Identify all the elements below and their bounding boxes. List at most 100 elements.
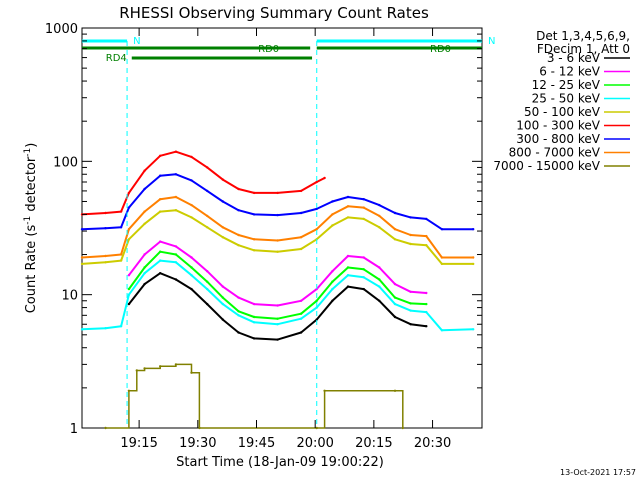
legend: Det 1,3,4,5,6,9, FDecim 1, Att 0 3 - 6 k… (493, 29, 630, 173)
series-point-1-10 (299, 299, 303, 302)
series-point-2-13 (346, 266, 350, 269)
series-point-5-3 (127, 191, 131, 195)
series-point-8-5 (174, 363, 178, 366)
plot-area: N N RD0 RD0 RD4 19:15 19:30 19:45 20:00 20:15 20:… (45, 22, 496, 451)
series-point-4-1 (104, 261, 107, 264)
series-point-7-5 (159, 198, 162, 201)
annotation-label-4: RD4 (106, 53, 127, 64)
series-point-6-16 (346, 195, 350, 199)
series-point-5-4 (143, 169, 146, 172)
series-line-3 (81, 259, 474, 332)
series-point-7-23 (472, 256, 475, 259)
series-line-8 (105, 363, 404, 429)
series-line-6 (81, 173, 474, 231)
series-point-5-13 (299, 189, 303, 193)
series-point-6-18 (378, 203, 381, 207)
series-point-3-2 (119, 325, 123, 328)
series-point-3-1 (104, 327, 107, 330)
series-point-4-3 (127, 238, 131, 241)
series-point-0-6 (221, 318, 224, 321)
series-point-6-3 (127, 206, 131, 209)
series-point-0-4 (190, 287, 193, 291)
series-point-1-7 (237, 296, 240, 299)
series-point-6-0 (80, 228, 84, 231)
x-tick-label-5: 20:30 (414, 436, 451, 451)
series-point-6-17 (362, 198, 365, 201)
series-point-8-2 (135, 369, 138, 372)
series-point-3-18 (378, 285, 381, 288)
series-point-2-9 (276, 317, 279, 320)
series-point-6-22 (440, 228, 444, 231)
series-point-5-12 (276, 191, 279, 195)
series-point-3-0 (80, 328, 84, 331)
series-point-0-18 (425, 325, 428, 328)
series-point-4-6 (174, 209, 178, 212)
series-point-7-14 (315, 228, 318, 231)
series-point-2-10 (299, 312, 303, 315)
series-point-0-9 (276, 338, 279, 341)
annotation-label-1: N (488, 36, 495, 47)
series-point-8-0 (104, 426, 107, 430)
series-point-3-13 (299, 317, 303, 320)
y-axis-label-part1: Count Rate (s (24, 225, 39, 314)
series-point-0-1 (143, 282, 146, 286)
series-point-6-14 (315, 207, 318, 211)
series-point-0-14 (362, 287, 365, 291)
series-point-3-20 (409, 309, 412, 312)
series-point-6-23 (472, 228, 475, 231)
series-point-5-15 (323, 176, 326, 180)
series-point-8-6 (190, 371, 193, 374)
series-point-4-15 (331, 224, 334, 227)
series-point-6-12 (276, 213, 279, 217)
series-point-1-18 (425, 291, 428, 295)
series-point-2-12 (331, 280, 334, 283)
series-point-6-8 (206, 189, 209, 193)
y-axis-label-sup2: -1 (23, 148, 33, 157)
series-point-3-8 (206, 287, 209, 291)
series-point-4-9 (221, 236, 224, 239)
series-point-2-11 (315, 299, 318, 302)
series-point-7-10 (237, 233, 240, 237)
series-point-2-14 (362, 268, 365, 271)
annotation-label-2: RD0 (258, 44, 279, 55)
x-tick-label-3: 20:00 (296, 436, 333, 451)
series-point-7-12 (276, 239, 279, 242)
series-point-5-11 (252, 191, 256, 195)
series-point-8-1 (127, 389, 131, 392)
series-point-1-9 (276, 304, 279, 307)
footer-timestamp: 13-Oct-2021 17:57 (560, 468, 636, 477)
series-point-4-7 (190, 216, 193, 219)
series-point-6-6 (174, 173, 178, 176)
series-point-2-0 (127, 287, 131, 291)
series-point-8-11 (401, 426, 404, 430)
series-point-1-14 (362, 256, 365, 259)
series-point-5-1 (104, 211, 107, 215)
series-point-7-3 (127, 228, 131, 231)
series-point-0-11 (315, 318, 318, 321)
series-point-5-2 (119, 210, 123, 213)
y-axis-label: Count Rate (s-1 detector-1) (23, 143, 39, 314)
annotation-label-3: RD0 (430, 44, 451, 55)
legend-label-3: 25 - 50 keV (532, 92, 601, 106)
y-axis-label-part2: detector (24, 156, 39, 216)
series-point-4-21 (425, 244, 428, 247)
series-point-2-8 (252, 315, 256, 319)
series-point-1-16 (393, 282, 397, 286)
series-point-2-17 (409, 302, 412, 305)
series-point-1-3 (174, 245, 178, 248)
y-tick-label-2: 100 (53, 155, 78, 170)
series-point-8-4 (159, 365, 162, 368)
series-point-1-4 (190, 256, 193, 259)
series-point-6-9 (221, 200, 224, 203)
series-point-0-5 (206, 302, 209, 306)
series-point-3-12 (276, 323, 279, 326)
legend-label-0: 3 - 6 keV (547, 51, 601, 65)
plot-frame (81, 27, 483, 429)
series-layer (80, 150, 475, 430)
series-point-4-23 (472, 262, 475, 266)
series-point-7-7 (190, 203, 193, 207)
series-point-4-11 (252, 249, 256, 252)
y-tick-label-3: 1000 (45, 22, 78, 37)
y-axis: 1 10 100 1000 (45, 22, 482, 437)
